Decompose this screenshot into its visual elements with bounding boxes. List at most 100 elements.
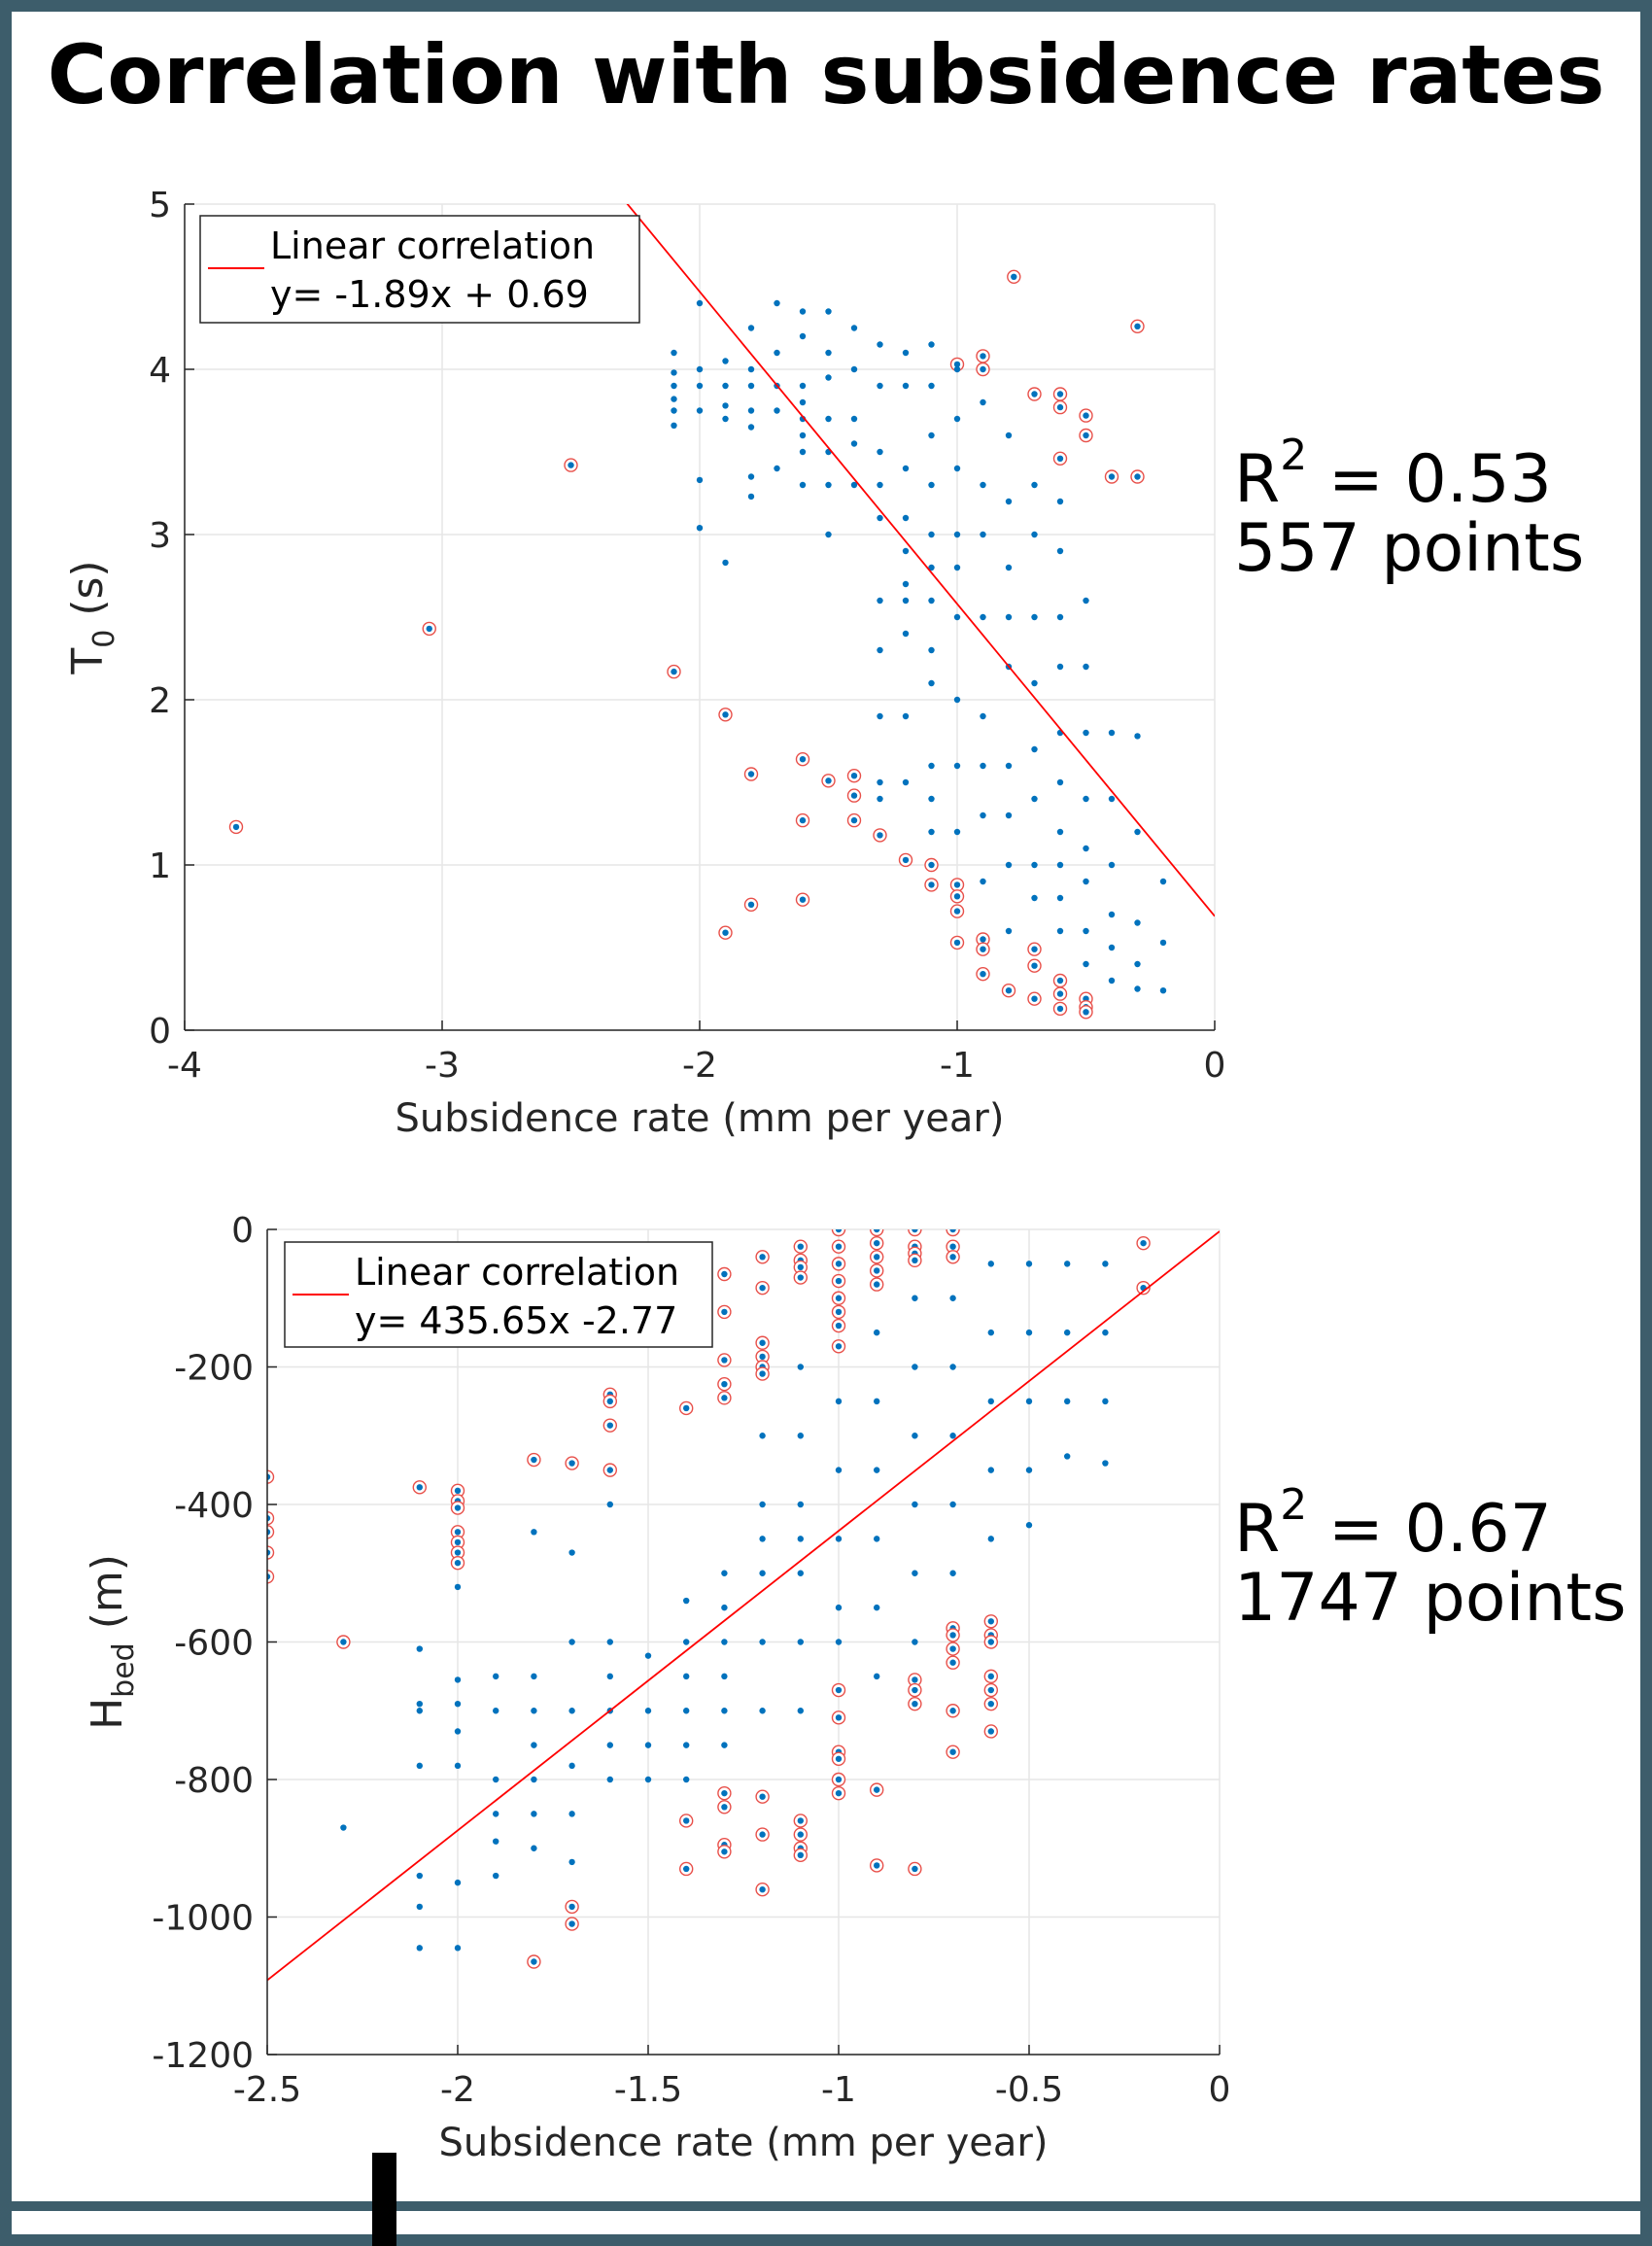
data-point — [416, 1945, 423, 1952]
data-point — [568, 1762, 575, 1770]
data-point — [1083, 1009, 1089, 1016]
x-tick-label: -1.5 — [614, 2070, 682, 2110]
data-point — [987, 1536, 994, 1542]
data-point — [721, 1673, 728, 1680]
data-point — [987, 1618, 994, 1625]
data-point — [835, 1686, 843, 1694]
data-point — [799, 756, 807, 763]
data-point — [774, 465, 780, 472]
data-point — [877, 795, 883, 803]
data-point — [987, 1686, 994, 1694]
data-point — [1108, 977, 1116, 985]
legend-label-title: Linear correlation — [270, 225, 595, 267]
data-point — [953, 908, 961, 915]
data-point — [568, 1460, 575, 1467]
data-point — [721, 1395, 728, 1401]
x-tick-label: -3 — [425, 1046, 460, 1086]
data-point — [1108, 911, 1116, 918]
data-point — [416, 1762, 423, 1770]
data-point — [987, 1700, 994, 1708]
data-point — [774, 349, 780, 357]
data-point — [1064, 1261, 1071, 1267]
data-point — [1005, 762, 1013, 770]
data-point — [874, 1862, 880, 1869]
data-point — [902, 547, 910, 555]
point-count-top: 557 points — [1234, 510, 1585, 588]
data-point — [928, 679, 935, 687]
data-point — [721, 1804, 728, 1811]
data-point — [797, 1433, 804, 1439]
legend-label-title: Linear correlation — [355, 1251, 679, 1294]
data-point — [721, 1308, 728, 1316]
data-point — [912, 1865, 918, 1873]
y-tick-label: -600 — [174, 1624, 254, 1664]
data-point — [953, 939, 961, 947]
data-point — [696, 382, 704, 390]
data-point — [797, 1536, 804, 1542]
data-point — [980, 712, 986, 720]
data-point — [877, 341, 883, 348]
data-point — [1025, 1522, 1033, 1529]
data-point — [493, 1838, 499, 1845]
data-point — [1083, 845, 1089, 852]
data-point — [644, 1776, 652, 1783]
data-point — [1056, 498, 1064, 505]
data-point — [671, 349, 677, 357]
data-point — [953, 415, 961, 423]
y-axis-label-main: T — [63, 648, 113, 675]
legend-box — [284, 1241, 713, 1348]
data-point — [874, 1281, 880, 1288]
data-point — [1056, 613, 1064, 621]
y-tick-label: -1000 — [152, 1899, 254, 1939]
x-tick-label: -2 — [682, 1046, 717, 1086]
data-point — [949, 1295, 956, 1301]
data-point — [416, 1872, 423, 1880]
data-point — [568, 462, 574, 468]
data-point — [953, 696, 961, 704]
data-point — [759, 1536, 766, 1542]
data-point — [747, 473, 755, 480]
data-point — [797, 1501, 804, 1508]
outlier-ring — [870, 1229, 884, 1237]
data-point — [644, 1708, 652, 1714]
data-point — [606, 1673, 613, 1680]
data-point — [799, 481, 807, 489]
outlier-ring — [267, 1525, 275, 1539]
data-point — [835, 1604, 843, 1611]
data-point — [454, 1549, 462, 1556]
r-squared-bottom: R2 = 0.67 — [1234, 1480, 1552, 1568]
data-point — [987, 1467, 994, 1473]
data-point — [531, 1776, 537, 1783]
data-point — [912, 1433, 918, 1439]
data-point — [1025, 1398, 1033, 1405]
data-point — [721, 1270, 728, 1278]
point-count-bottom: 1747 points — [1234, 1560, 1627, 1638]
data-point — [1083, 597, 1089, 605]
data-point — [953, 762, 961, 770]
outlier-ring — [831, 1229, 846, 1237]
legend-label-equation: y= -1.89x + 0.69 — [270, 273, 589, 316]
data-point — [267, 1529, 271, 1536]
data-point — [902, 382, 910, 390]
data-point — [606, 1467, 613, 1473]
data-point — [799, 382, 807, 390]
data-point — [267, 1549, 271, 1556]
data-point — [671, 668, 677, 675]
data-point — [1140, 1239, 1147, 1247]
data-point — [797, 1364, 804, 1370]
data-point — [799, 332, 807, 340]
data-point — [606, 1422, 613, 1429]
data-point — [1031, 679, 1038, 687]
data-point — [759, 1353, 766, 1361]
data-point — [267, 1573, 271, 1580]
plot-content — [267, 1229, 1220, 1982]
data-point — [877, 481, 883, 489]
data-point — [825, 481, 832, 489]
data-point — [747, 365, 755, 373]
data-point — [874, 1467, 880, 1473]
x-tick-label: -0.5 — [995, 2070, 1063, 2110]
data-point — [671, 407, 677, 414]
data-point — [980, 365, 986, 373]
data-point — [267, 1473, 271, 1480]
data-point — [568, 1903, 575, 1911]
